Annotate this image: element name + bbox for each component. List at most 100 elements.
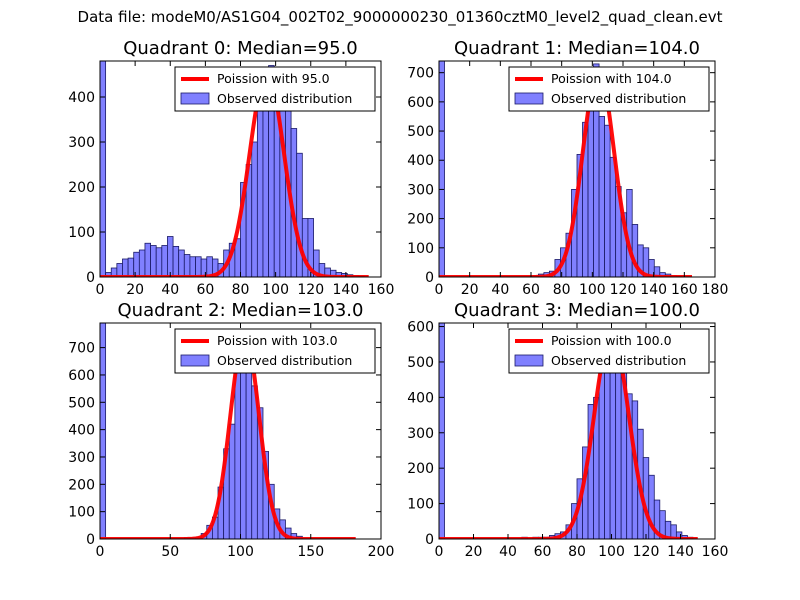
x-tick-label: 140 <box>333 282 360 298</box>
histogram-bar <box>598 372 606 539</box>
legend-bar-swatch <box>514 92 544 105</box>
y-tick-label: 700 <box>407 66 434 82</box>
histogram-bar <box>234 363 241 539</box>
y-tick-label: 300 <box>68 135 95 151</box>
y-tick-label: 100 <box>68 505 95 521</box>
y-tick-label: 200 <box>68 180 95 196</box>
legend-bar-swatch <box>180 354 210 367</box>
histogram-bar <box>161 245 168 277</box>
histogram-bar <box>604 354 611 539</box>
y-tick-label: 0 <box>425 270 434 286</box>
y-tick-label: 400 <box>68 423 95 439</box>
histogram-bar <box>301 218 309 277</box>
x-tick-label: 180 <box>702 282 729 298</box>
poisson-curve <box>439 331 699 539</box>
y-tick-label: 300 <box>407 426 434 442</box>
histogram-bar <box>604 124 611 277</box>
x-tick-label: 120 <box>297 282 324 298</box>
y-tick-label: 600 <box>407 95 434 111</box>
x-tick-label: 120 <box>610 282 637 298</box>
x-tick-label: 20 <box>461 282 479 298</box>
x-tick-label: 0 <box>435 282 444 298</box>
y-tick-label: 500 <box>68 395 95 411</box>
histogram-bar <box>100 61 107 277</box>
y-tick-label: 200 <box>68 477 95 493</box>
histogram-bar <box>150 245 157 277</box>
histogram-bar <box>587 95 594 277</box>
x-tick-label: 160 <box>671 282 698 298</box>
plot-area <box>100 61 370 277</box>
x-tick-label: 0 <box>96 282 105 298</box>
y-tick-label: 600 <box>68 368 95 384</box>
x-tick-label: 80 <box>568 544 586 560</box>
x-tick-label: 150 <box>297 544 324 560</box>
y-tick-label: 0 <box>425 532 434 548</box>
x-tick-label: 160 <box>368 282 395 298</box>
x-tick-label: 20 <box>465 544 483 560</box>
y-tick-label: 0 <box>86 270 95 286</box>
histogram-bar <box>167 236 174 277</box>
histogram-bar <box>155 247 163 277</box>
y-tick-label: 300 <box>68 450 95 466</box>
x-tick-label: 100 <box>579 282 606 298</box>
subplot-quadrant-0: 0 20 40 60 80 100 120 140 160 0 100 200 300 400 Quadra… <box>68 38 394 298</box>
x-tick-label: 60 <box>522 282 540 298</box>
subplot-quadrant-2: 0 50 100 150 200 0 100 200 300 400 500 600 700 Quadra… <box>68 300 394 560</box>
histogram-bar <box>200 258 208 277</box>
x-tick-label: 100 <box>598 544 625 560</box>
subplot-title: Quadrant 0: Median=95.0 <box>123 38 358 59</box>
y-tick-label: 0 <box>86 532 95 548</box>
histogram-bar <box>307 218 314 277</box>
subplot-title: Quadrant 3: Median=100.0 <box>454 300 700 321</box>
histogram-bar <box>195 256 202 277</box>
x-tick-label: 50 <box>161 544 179 560</box>
y-tick-label: 200 <box>407 212 434 228</box>
legend-label-observed: Observed distribution <box>217 91 352 106</box>
y-tick-label: 200 <box>407 461 434 477</box>
y-tick-label: 400 <box>407 153 434 169</box>
histogram-bar <box>100 323 107 539</box>
y-tick-label: 400 <box>407 390 434 406</box>
subplot-title: Quadrant 2: Median=103.0 <box>118 300 364 321</box>
histogram-bar <box>609 156 617 277</box>
figure-suptitle: Data file: modeM0/AS1G04_002T02_90000002… <box>77 8 723 26</box>
x-tick-label: 140 <box>667 544 694 560</box>
x-tick-label: 80 <box>232 282 250 298</box>
legend-label-poisson: Poission with 100.0 <box>551 333 672 348</box>
histogram-bar <box>127 257 135 277</box>
histogram-bar <box>598 116 606 277</box>
y-tick-label: 500 <box>407 124 434 140</box>
legend-label-observed: Observed distribution <box>551 91 686 106</box>
legend: Poission with 95.0 Observed distribution <box>174 66 376 112</box>
histogram-bar <box>172 245 180 277</box>
histogram-bar <box>122 258 129 277</box>
histogram-bar <box>228 423 236 539</box>
x-tick-label: 20 <box>126 282 144 298</box>
y-tick-label: 300 <box>407 182 434 198</box>
histogram-bar <box>262 87 270 277</box>
x-tick-label: 0 <box>435 544 444 560</box>
subplot-title: Quadrant 1: Median=104.0 <box>454 38 700 59</box>
x-tick-label: 60 <box>196 282 214 298</box>
x-tick-label: 100 <box>262 282 289 298</box>
legend: Poission with 103.0 Observed distribution <box>174 328 376 374</box>
histogram-bar <box>183 254 191 277</box>
poisson-curve <box>439 68 694 277</box>
histogram-bar <box>439 61 445 277</box>
x-tick-label: 40 <box>491 282 509 298</box>
y-tick-label: 400 <box>68 90 95 106</box>
x-tick-label: 80 <box>553 282 571 298</box>
y-tick-label: 100 <box>68 225 95 241</box>
x-tick-label: 140 <box>640 282 667 298</box>
histogram-bar <box>296 152 303 277</box>
histogram-bar <box>245 369 253 539</box>
subplot-quadrant-1: 0 20 40 60 80 100 120 140 160 1800100200300400500… <box>407 38 728 298</box>
x-tick-label: 60 <box>534 544 552 560</box>
axes-frame <box>438 60 716 278</box>
poisson-curve <box>100 70 370 277</box>
poisson-curve <box>100 331 358 539</box>
histogram-bar <box>251 141 258 277</box>
y-tick-label: 600 <box>407 320 434 336</box>
legend: Poission with 100.0 Observed distribution <box>508 328 710 374</box>
